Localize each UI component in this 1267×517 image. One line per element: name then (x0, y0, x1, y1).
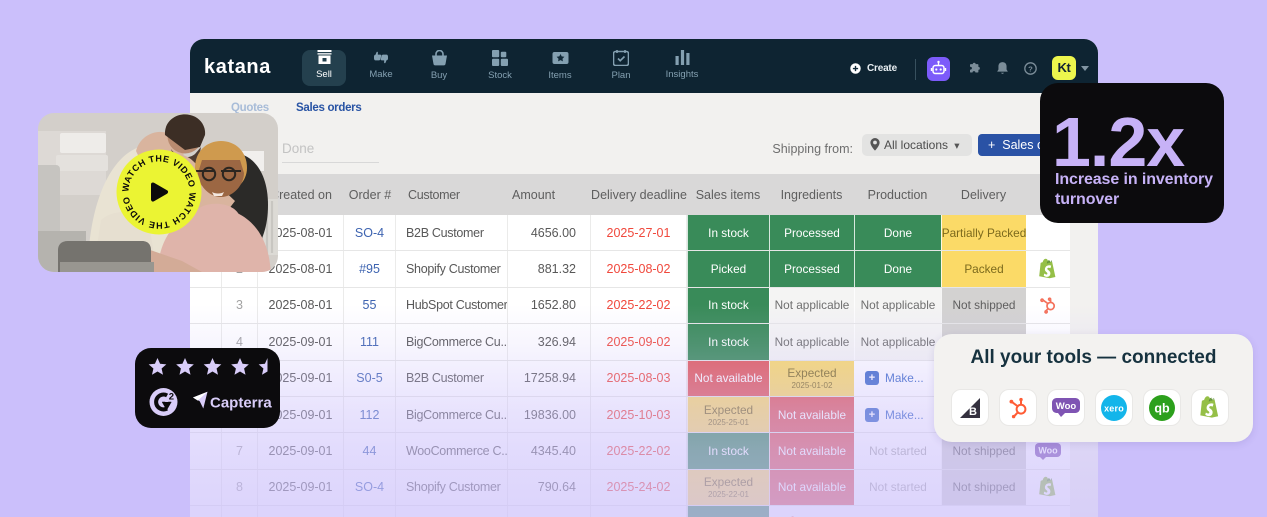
svg-text:qb: qb (1154, 401, 1170, 415)
svg-text:Capterra: Capterra (210, 395, 272, 412)
svg-text:B: B (969, 406, 977, 418)
svg-text:2: 2 (169, 392, 174, 403)
svg-text:Woo: Woo (1038, 445, 1058, 455)
svg-text:xero: xero (1104, 403, 1124, 413)
svg-text:Woo: Woo (1056, 401, 1077, 412)
svg-text:?: ? (1028, 64, 1033, 73)
